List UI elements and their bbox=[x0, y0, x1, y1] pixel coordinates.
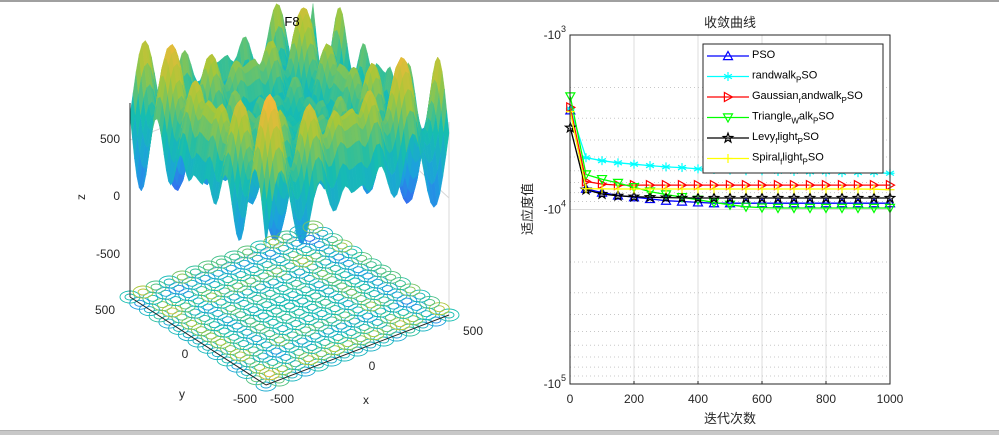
x-tick-label: 400 bbox=[688, 392, 708, 406]
window-top-border bbox=[0, 0, 999, 2]
window-bottom-border bbox=[0, 430, 999, 435]
legend[interactable]: PSOrandwalkPSOGaussianrandwalkPSOTriangl… bbox=[702, 43, 884, 174]
conv-x-label: 迭代次数 bbox=[704, 411, 756, 427]
legend-label: PSO bbox=[752, 49, 776, 61]
conv-y-label: 适应度值 bbox=[520, 183, 536, 235]
y-tick-label: -103 bbox=[544, 24, 566, 42]
x-tick-label: 200 bbox=[624, 392, 644, 406]
y-tick-label: -104 bbox=[544, 199, 566, 217]
surface-mesh bbox=[129, 3, 450, 245]
y-tick-label: -105 bbox=[544, 373, 566, 391]
surface-plot-f8: F8 500 0 -500 z 500 0 -500 y -500 0 500 … bbox=[74, 3, 483, 407]
x-tick-label: 600 bbox=[752, 392, 772, 406]
x-tick-label: 0 bbox=[567, 392, 574, 406]
conv-title: 收敛曲线 bbox=[704, 15, 756, 31]
x-tick-label: 800 bbox=[816, 392, 836, 406]
x-tick-label: 1000 bbox=[877, 392, 904, 406]
